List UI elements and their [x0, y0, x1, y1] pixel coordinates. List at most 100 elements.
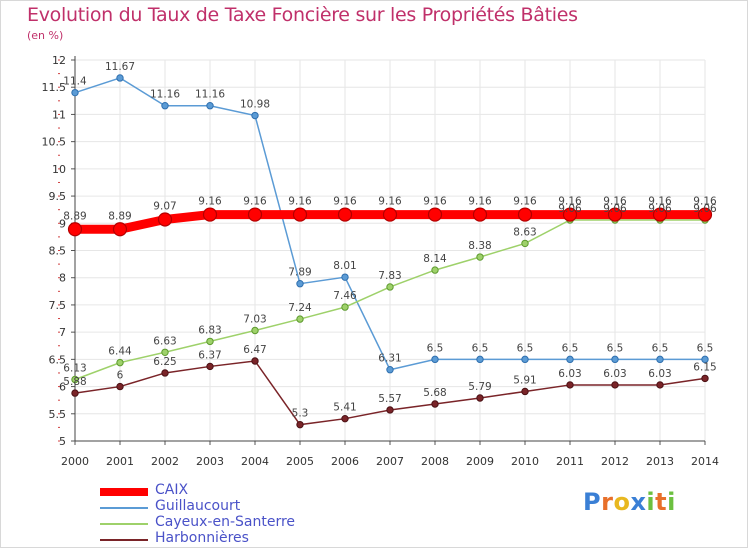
data-point-harbonni-res — [116, 382, 124, 391]
data-label-harbonni-res: 6.25 — [153, 356, 176, 368]
data-label-harbonni-res: 5.68 — [423, 387, 446, 399]
data-point-caix — [112, 222, 128, 237]
data-label-guillaucourt: 8.01 — [333, 260, 356, 272]
data-label-caix: 8.89 — [63, 210, 86, 222]
data-label-guillaucourt: 6.31 — [378, 353, 401, 365]
x-tick-label: 2003 — [196, 455, 224, 468]
legend-swatch-cayeux — [100, 523, 148, 525]
data-point-guillaucourt — [161, 102, 169, 110]
data-label-guillaucourt: 6.5 — [652, 342, 669, 354]
data-point-cayeux-en-santerre — [251, 326, 259, 335]
data-point-guillaucourt — [701, 355, 709, 364]
y-tick-label: 5.5 — [49, 408, 67, 421]
data-label-caix: 9.16 — [288, 196, 312, 208]
x-tick-label: 2005 — [286, 455, 314, 468]
data-label-cayeux-en-santerre: 9.06 — [558, 203, 582, 215]
data-label-harbonni-res: 6.03 — [648, 368, 671, 380]
data-label-caix: 9.16 — [693, 196, 717, 208]
data-point-guillaucourt — [116, 74, 124, 82]
data-point-caix — [472, 207, 488, 222]
data-label-cayeux-en-santerre: 8.14 — [423, 253, 447, 265]
data-point-guillaucourt — [296, 280, 304, 288]
data-point-guillaucourt — [476, 355, 484, 364]
data-label-caix: 9.07 — [153, 200, 176, 212]
data-label-guillaucourt: 11.16 — [195, 89, 225, 101]
data-point-harbonni-res — [341, 414, 349, 423]
data-label-cayeux-en-santerre: 9.06 — [648, 203, 672, 215]
data-label-caix: 9.16 — [513, 196, 537, 208]
data-label-caix: 9.16 — [468, 196, 492, 208]
legend-swatch-guillaucourt — [100, 507, 148, 509]
data-point-caix — [157, 212, 173, 227]
data-label-cayeux-en-santerre: 9.06 — [693, 203, 717, 215]
data-point-cayeux-en-santerre — [386, 283, 394, 291]
x-tick-label: 2002 — [151, 455, 179, 468]
data-point-cayeux-en-santerre — [476, 253, 484, 261]
y-tick-label: 7 — [59, 326, 66, 339]
y-tick-label: 11.5 — [42, 81, 67, 94]
data-label-cayeux-en-santerre: 6.83 — [198, 324, 221, 336]
data-point-cayeux-en-santerre — [116, 358, 124, 367]
y-tick-label: 6.5 — [49, 353, 67, 366]
data-label-harbonni-res: 5.91 — [513, 374, 536, 386]
y-tick-label: 8.5 — [49, 245, 67, 258]
x-tick-label: 2001 — [106, 455, 134, 468]
data-label-guillaucourt: 6.5 — [427, 342, 444, 354]
data-point-guillaucourt — [251, 111, 259, 120]
data-point-cayeux-en-santerre — [296, 315, 304, 323]
data-point-harbonni-res — [521, 387, 529, 396]
legend-swatch-caix — [100, 488, 148, 496]
y-tick-label: 6 — [59, 381, 66, 394]
data-label-cayeux-en-santerre: 7.83 — [378, 270, 401, 282]
data-label-caix: 9.16 — [333, 196, 357, 208]
data-label-caix: 8.89 — [108, 210, 131, 222]
data-label-guillaucourt: 6.5 — [472, 342, 489, 354]
data-label-guillaucourt: 6.5 — [517, 342, 534, 354]
data-point-guillaucourt — [611, 355, 619, 364]
data-label-cayeux-en-santerre: 7.24 — [288, 302, 312, 314]
x-tick-label: 2000 — [61, 455, 89, 468]
data-point-caix — [562, 207, 578, 222]
data-point-caix — [202, 207, 218, 222]
data-point-harbonni-res — [431, 400, 439, 408]
data-label-caix: 9.16 — [423, 196, 447, 208]
data-point-caix — [67, 222, 83, 237]
data-point-cayeux-en-santerre — [161, 348, 169, 356]
data-point-guillaucourt — [206, 102, 214, 110]
legend-label-harbonnieres: Harbonnières — [155, 530, 249, 546]
data-point-guillaucourt — [341, 273, 349, 281]
logo-letter: P — [583, 488, 602, 516]
data-point-caix — [517, 207, 533, 222]
logo-letter: i — [667, 488, 676, 516]
data-label-harbonni-res: 5.79 — [468, 381, 491, 393]
data-point-guillaucourt — [656, 355, 664, 364]
data-label-cayeux-en-santerre: 8.38 — [468, 240, 491, 252]
data-label-caix: 9.16 — [558, 196, 582, 208]
data-label-harbonni-res: 6.37 — [198, 349, 221, 361]
data-point-guillaucourt — [521, 355, 529, 364]
logo-letter: i — [646, 488, 656, 516]
data-label-cayeux-en-santerre: 7.46 — [333, 290, 357, 302]
data-point-harbonni-res — [611, 381, 619, 389]
data-label-harbonni-res: 6 — [117, 370, 124, 382]
data-label-harbonni-res: 6.47 — [243, 344, 266, 356]
data-label-harbonni-res: 5.3 — [292, 408, 309, 420]
y-tick-label: 9.5 — [49, 190, 67, 203]
data-label-cayeux-en-santerre: 8.63 — [513, 226, 536, 238]
data-label-guillaucourt: 6.5 — [562, 342, 579, 354]
data-point-guillaucourt — [431, 355, 439, 364]
data-label-harbonni-res: 6.15 — [693, 361, 716, 373]
data-point-harbonni-res — [71, 389, 79, 397]
data-point-harbonni-res — [566, 381, 574, 389]
y-tick-label: 10.5 — [42, 136, 67, 149]
y-tick-label: 7.5 — [49, 299, 67, 312]
data-point-caix — [607, 207, 623, 222]
data-label-guillaucourt: 7.89 — [288, 267, 311, 279]
data-label-cayeux-en-santerre: 6.63 — [153, 335, 176, 347]
logo-letter: x — [630, 488, 647, 516]
data-label-harbonni-res: 5.88 — [63, 376, 86, 388]
data-label-caix: 9.16 — [243, 196, 267, 208]
legend-label-cayeux: Cayeux-en-Santerre — [155, 514, 296, 530]
